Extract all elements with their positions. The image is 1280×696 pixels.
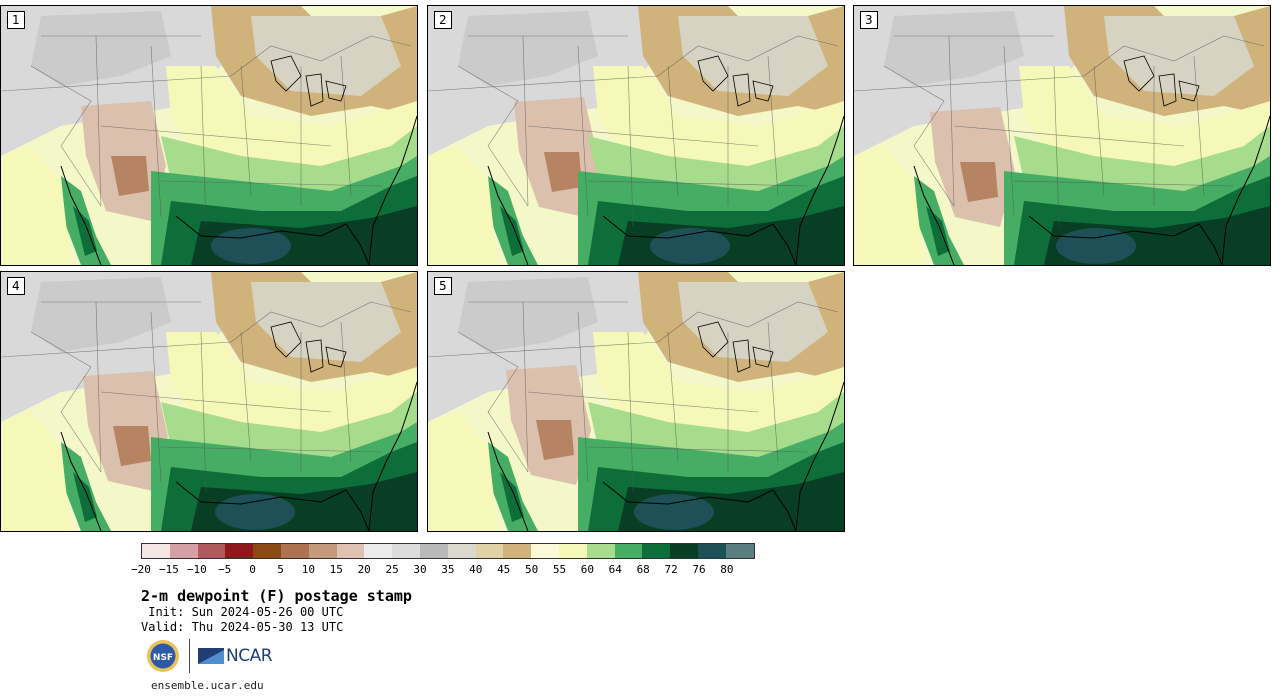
colorbar-swatch bbox=[614, 544, 643, 558]
colorbar-swatch bbox=[169, 544, 198, 558]
dewpoint-map-2 bbox=[428, 6, 844, 265]
colorbar-tick-label: 55 bbox=[552, 563, 567, 576]
colorbar-tick-label: 80 bbox=[720, 563, 734, 576]
colorbar-swatch bbox=[280, 544, 309, 558]
page-title: 2-m dewpoint (F) postage stamp bbox=[141, 587, 412, 605]
stamp-panel-3: 3 bbox=[853, 5, 1271, 266]
dewpoint-map-3 bbox=[854, 6, 1270, 265]
stamp-panel-1: 1 bbox=[0, 5, 418, 266]
valid-time: Valid: Thu 2024-05-30 13 UTC bbox=[141, 620, 344, 634]
colorbar-tick-label: 5 bbox=[277, 563, 284, 576]
colorbar-tick-label: 20 bbox=[357, 563, 371, 576]
colorbar-swatch bbox=[142, 544, 170, 558]
init-time: Init: Sun 2024-05-26 00 UTC bbox=[141, 605, 344, 619]
stamp-panel-4: 4 bbox=[0, 271, 418, 532]
colorbar-swatch bbox=[503, 544, 532, 558]
panel-label-3: 3 bbox=[860, 11, 878, 29]
colorbar-swatch bbox=[308, 544, 337, 558]
colorbar-tick-label: 35 bbox=[441, 563, 455, 576]
colorbar-tick-label: 10 bbox=[301, 563, 316, 576]
colorbar-tick-labels: −20 −15 −10 −5 0 5 10 15 20 25 30 35 40 45 50 55 60 64 68 7… bbox=[131, 563, 761, 577]
colorbar-swatch bbox=[586, 544, 615, 558]
colorbar-swatch bbox=[670, 544, 698, 558]
panel-label-4: 4 bbox=[7, 277, 25, 295]
panel-label-2: 2 bbox=[434, 11, 452, 29]
colorbar-swatch bbox=[364, 544, 393, 558]
colorbar-tick-label: 60 bbox=[580, 563, 595, 576]
ncar-logo: NCAR bbox=[198, 646, 273, 666]
colorbar-tick-label: 40 bbox=[469, 563, 483, 576]
colorbar-tick-label: 64 bbox=[608, 563, 622, 576]
colorbar-tick-label: 45 bbox=[497, 563, 511, 576]
panel-label-5: 5 bbox=[434, 277, 452, 295]
stamp-panel-2: 2 bbox=[427, 5, 845, 266]
colorbar-swatch bbox=[697, 544, 726, 558]
colorbar-tick-label: 15 bbox=[329, 563, 343, 576]
colorbar-tick-label: −10 bbox=[186, 563, 207, 576]
colorbar-swatch bbox=[642, 544, 671, 558]
colorbar-swatch bbox=[336, 544, 365, 558]
colorbar-tick-label: −15 bbox=[158, 563, 179, 576]
colorbar-tick-label: −20 bbox=[131, 563, 151, 576]
ncar-logo-text: NCAR bbox=[226, 646, 273, 666]
colorbar-tick-label: −5 bbox=[218, 563, 232, 576]
colorbar-tick-label: 76 bbox=[692, 563, 706, 576]
dewpoint-colorbar bbox=[141, 543, 755, 559]
dewpoint-map-5 bbox=[428, 272, 844, 531]
stamp-panel-5: 5 bbox=[427, 271, 845, 532]
colorbar-swatch bbox=[558, 544, 587, 558]
colorbar-tick-label: 0 bbox=[249, 563, 256, 576]
site-url: ensemble.ucar.edu bbox=[151, 679, 264, 692]
colorbar-tick-label: 50 bbox=[524, 563, 539, 576]
colorbar-tick-label: 30 bbox=[413, 563, 427, 576]
colorbar-swatch bbox=[225, 544, 254, 558]
colorbar-swatch bbox=[447, 544, 476, 558]
logo-strip: NSF NCAR bbox=[145, 638, 273, 674]
colorbar-swatch bbox=[197, 544, 226, 558]
colorbar-swatch bbox=[531, 544, 559, 558]
nsf-logo: NSF bbox=[147, 640, 179, 672]
dewpoint-map-1 bbox=[1, 6, 417, 265]
colorbar-tick-label: 72 bbox=[664, 563, 678, 576]
colorbar-swatch bbox=[392, 544, 420, 558]
colorbar-swatch bbox=[253, 544, 281, 558]
ncar-mark-icon bbox=[198, 648, 224, 664]
colorbar-swatch bbox=[419, 544, 448, 558]
logo-divider bbox=[189, 639, 190, 673]
nsf-logo-text: NSF bbox=[153, 653, 173, 663]
colorbar-swatch bbox=[725, 544, 754, 558]
panel-label-1: 1 bbox=[7, 11, 25, 29]
colorbar-tick-label: 68 bbox=[636, 563, 650, 576]
colorbar-tick-label: 25 bbox=[385, 563, 399, 576]
colorbar-swatch bbox=[475, 544, 504, 558]
dewpoint-map-4 bbox=[1, 272, 417, 531]
